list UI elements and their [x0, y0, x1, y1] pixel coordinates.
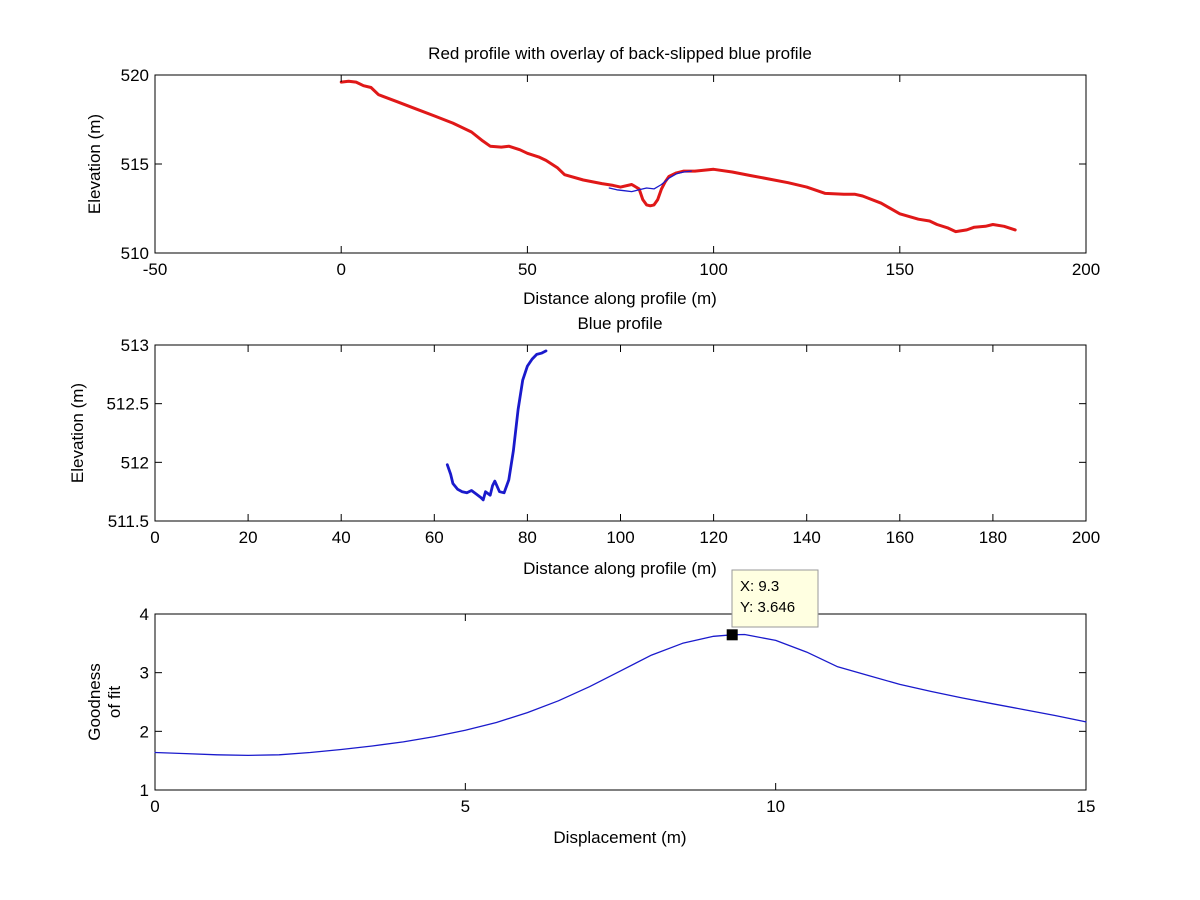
plot-blue-profile: Blue profile 0 20 40 60 80 100 120 140 160 180 200… [68, 314, 1100, 578]
y-tick-label: 520 [121, 66, 149, 85]
x-tick-label: 200 [1072, 260, 1100, 279]
tick-group: -50 0 50 100 150 200 510 515 520 [121, 66, 1101, 279]
y-tick-label: 511.5 [108, 512, 149, 531]
tick-group: 0 20 40 60 80 100 120 140 160 180 200 511.5 512 512.5… [106, 336, 1100, 547]
x-axis-label: Distance along profile (m) [523, 289, 717, 308]
data-tip-box [731, 569, 819, 628]
data-tip-marker[interactable] [726, 629, 738, 641]
x-tick-label: 50 [518, 260, 537, 279]
x-tick-label: 80 [518, 528, 537, 547]
x-tick-label: 180 [979, 528, 1007, 547]
y-axis-label: Elevation (m) [68, 383, 87, 483]
y-tick-label: 512.5 [106, 395, 149, 414]
y-tick-label: 2 [140, 722, 149, 741]
plot-red-profile: Red profile with overlay of back-slipped… [85, 44, 1100, 308]
series-line-1 [608, 170, 692, 193]
y-axis-label-line-2: of fit [105, 686, 124, 718]
y-tick-label: 510 [121, 244, 149, 263]
y-tick-label: 513 [121, 336, 149, 355]
x-tick-label: 5 [461, 797, 470, 816]
x-tick-label: 10 [766, 797, 785, 816]
series-group [339, 79, 1017, 234]
x-tick-label: 200 [1072, 528, 1100, 547]
x-tick-label: -50 [143, 260, 168, 279]
x-tick-label: 100 [699, 260, 727, 279]
series-group [445, 349, 548, 502]
x-axis-label: Distance along profile (m) [523, 559, 717, 578]
data-tip[interactable]: X: 9.3 Y: 3.646 [726, 569, 819, 641]
y-tick-label: 512 [121, 453, 149, 472]
series-line-0 [339, 79, 1017, 234]
x-tick-label: 0 [336, 260, 345, 279]
x-axis-label: Displacement (m) [553, 828, 686, 847]
chart-title: Blue profile [577, 314, 662, 333]
x-tick-label: 140 [793, 528, 821, 547]
axes-frame [154, 613, 1087, 791]
x-tick-label: 160 [886, 528, 914, 547]
y-tick-label: 1 [140, 781, 149, 800]
tick-group: 0 5 10 15 1 2 3 4 [140, 605, 1096, 816]
x-tick-label: 0 [150, 528, 159, 547]
y-axis-label-line-1: Goodness [85, 663, 104, 741]
series-line-0 [445, 349, 548, 502]
x-tick-label: 120 [699, 528, 727, 547]
y-tick-label: 515 [121, 155, 149, 174]
x-tick-label: 0 [150, 797, 159, 816]
x-tick-label: 100 [606, 528, 634, 547]
axes-frame [154, 344, 1087, 522]
y-tick-label: 4 [140, 605, 149, 624]
x-tick-label: 15 [1077, 797, 1096, 816]
x-tick-label: 150 [886, 260, 914, 279]
y-tick-label: 3 [140, 664, 149, 683]
x-tick-label: 40 [332, 528, 351, 547]
data-tip-x: X: 9.3 [740, 578, 779, 595]
x-tick-label: 20 [239, 528, 258, 547]
x-tick-label: 60 [425, 528, 444, 547]
axes-frame [154, 74, 1087, 254]
series-line-0 [154, 633, 1087, 757]
series-group [154, 633, 1087, 757]
chart-title: Red profile with overlay of back-slipped… [428, 44, 812, 63]
data-tip-y: Y: 3.646 [740, 599, 795, 616]
plot-goodness-of-fit: 0 5 10 15 1 2 3 4 Displacement (m) Goodness of … [85, 569, 1096, 847]
y-axis-label: Elevation (m) [85, 114, 104, 214]
